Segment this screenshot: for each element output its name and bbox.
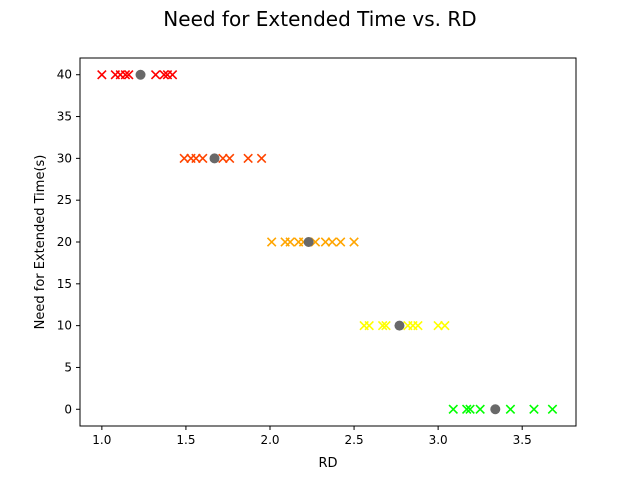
y-tick-label: 40: [57, 68, 72, 82]
data-point: [547, 404, 558, 415]
data-point: [243, 153, 253, 164]
y-tick-label: 15: [57, 277, 72, 291]
data-point: [167, 69, 178, 80]
data-point: [266, 237, 277, 247]
x-tick-label: 3.5: [513, 433, 532, 447]
data-point: [97, 69, 107, 80]
series-3: [359, 320, 450, 331]
data-point: [335, 237, 346, 247]
series-5: [135, 69, 501, 415]
data-point: [505, 404, 516, 415]
chart-title: Need for Extended Time vs. RD: [163, 7, 476, 31]
y-axis: 0 5 10 15 20 25 30 35 40: [57, 68, 80, 416]
data-point: [327, 237, 337, 247]
data-point: [150, 69, 161, 80]
mean-point: [209, 153, 220, 164]
y-tick-label: 10: [57, 319, 72, 333]
x-tick-label: 3.0: [429, 433, 448, 447]
y-tick-label: 35: [57, 110, 72, 124]
series-2: [266, 237, 359, 247]
data-point: [120, 69, 131, 80]
data-point: [448, 404, 459, 415]
y-tick-label: 0: [64, 402, 72, 416]
y-tick-label: 20: [57, 235, 72, 249]
data-point: [224, 153, 235, 164]
mean-point: [135, 69, 146, 80]
y-axis-label: Need for Extended Time(s): [33, 155, 48, 330]
y-tick-label: 25: [57, 193, 72, 207]
data-point: [475, 404, 485, 415]
data-point: [364, 320, 374, 331]
series-0: [97, 69, 178, 80]
data-point: [381, 320, 391, 331]
data-point: [413, 320, 423, 331]
data-point: [529, 404, 539, 415]
mean-point: [303, 237, 314, 247]
x-axis: 1.0 1.5 2.0 2.5 3.0 3.5: [92, 426, 532, 447]
data-point: [123, 69, 134, 80]
mean-point: [490, 404, 501, 415]
data-point: [285, 237, 295, 247]
series-1: [179, 153, 267, 164]
mean-point: [394, 320, 405, 331]
data-point: [440, 320, 450, 331]
x-tick-label: 2.5: [345, 433, 364, 447]
data-point: [256, 153, 267, 164]
data-point: [461, 404, 472, 415]
x-tick-label: 1.5: [176, 433, 195, 447]
y-tick-label: 5: [64, 360, 72, 374]
data-point: [465, 404, 475, 415]
data-point: [159, 69, 169, 80]
y-tick-label: 30: [57, 151, 72, 165]
series-4: [448, 404, 558, 415]
plot-area: [97, 69, 558, 415]
x-tick-label: 1.0: [92, 433, 111, 447]
x-axis-label: RD: [318, 456, 337, 471]
data-point: [197, 153, 208, 164]
x-tick-label: 2.0: [260, 433, 279, 447]
data-point: [349, 237, 359, 247]
data-point: [377, 320, 388, 331]
